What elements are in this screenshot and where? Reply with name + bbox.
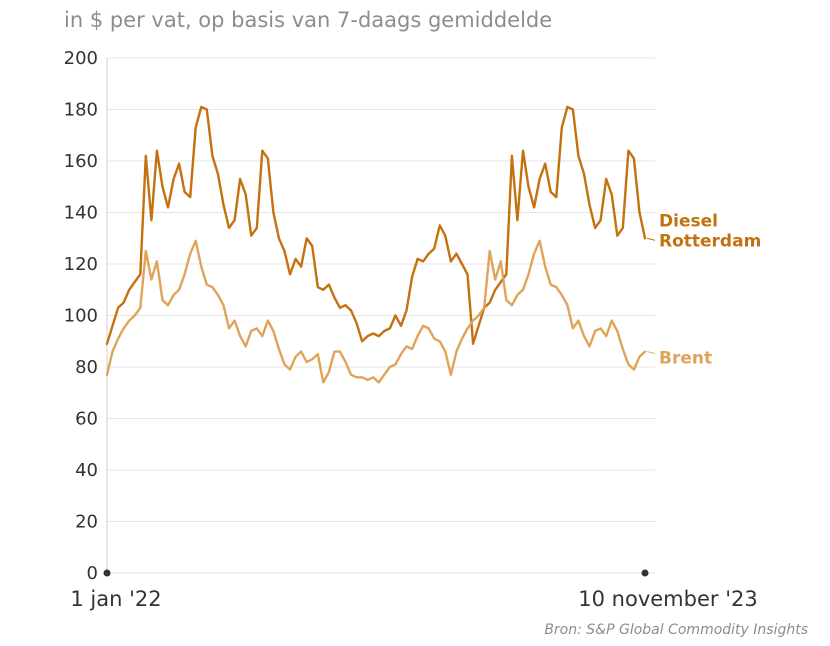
y-tick-label: 0 [87, 563, 98, 584]
series-lines [105, 105, 647, 384]
y-tick-label: 180 [64, 100, 98, 121]
series-label: Diesel [659, 211, 718, 231]
y-tick-label: 120 [64, 254, 98, 275]
x-tick-end: 10 november '23 [578, 587, 757, 611]
series-label: Rotterdam [659, 231, 761, 251]
y-tick-label: 200 [64, 48, 98, 69]
chart-subtitle: in $ per vat, op basis van 7-daags gemid… [64, 8, 552, 32]
y-tick-label: 100 [64, 306, 98, 327]
x-tick-start: 1 jan '22 [70, 587, 161, 611]
series-label-connector [646, 237, 656, 241]
series-label: Brent [659, 349, 712, 369]
series-line-diesel-rotterdam [105, 105, 647, 345]
y-tick-label: 20 [75, 512, 98, 533]
y-tick-label: 140 [64, 203, 98, 224]
x-start-marker [103, 569, 111, 577]
y-tick-label: 80 [75, 357, 98, 378]
y-tick-label: 160 [64, 151, 98, 172]
y-tick-label: 40 [75, 460, 98, 481]
y-axis-ticks: 0 20 40 60 80 100 120 140 160 180 200 [64, 48, 98, 584]
series-line-brent [105, 239, 647, 384]
series-label-connector [646, 351, 656, 355]
x-end-marker [641, 569, 649, 577]
y-tick-label: 60 [75, 409, 98, 430]
source-note: Bron: S&P Global Commodity Insights [544, 622, 808, 638]
gridlines [107, 57, 655, 574]
